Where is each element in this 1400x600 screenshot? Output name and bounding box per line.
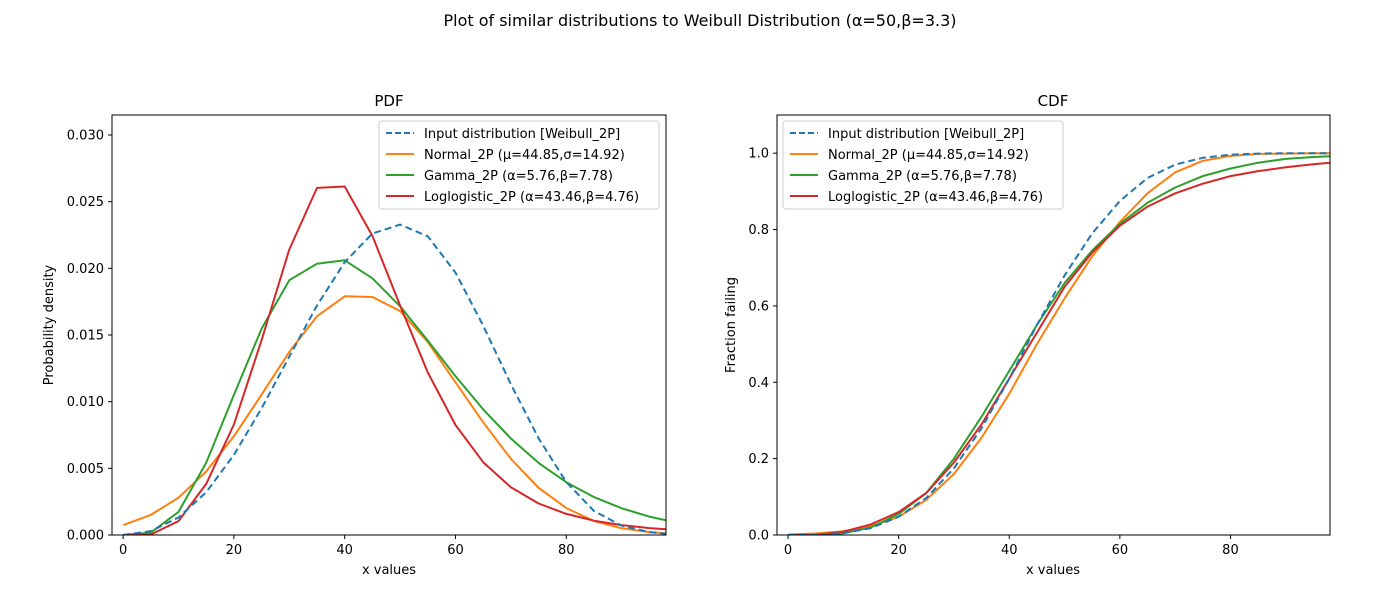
cdf-ytick-label: 1.0 xyxy=(748,147,769,162)
cdf-ylabel: Fraction failing xyxy=(724,277,739,373)
cdf-legend: Input distribution [Weibull_2P] Normal_2… xyxy=(782,120,1064,210)
cdf-xtick-label: 60 xyxy=(1112,543,1129,558)
cdf-legend-label-2: Gamma_2P (α=5.76,β=7.78) xyxy=(828,169,1017,184)
cdf-axes: CDF x values Fraction failing 0 20 40 60 800… xyxy=(724,92,1331,578)
pdf-series-line-1 xyxy=(122,295,666,535)
cdf-ytick-label: 0.2 xyxy=(748,452,769,467)
cdf-ytick-label: 0.0 xyxy=(748,529,769,544)
pdf-ytick-label: 0.010 xyxy=(67,395,104,410)
cdf-ticks: 0 20 40 60 80 0.0 0.2 0.4 0.6 0.8 1.0 xyxy=(748,147,1238,558)
pdf-series-line-3 xyxy=(123,185,666,535)
cdf-xtick-label: 80 xyxy=(1222,543,1239,558)
cdf-legend-label-1: Normal_2P (μ=44.85,σ=14.92) xyxy=(828,148,1029,163)
cdf-ytick-label: 0.6 xyxy=(748,299,769,314)
pdf-xtick-label: 40 xyxy=(336,543,353,558)
cdf-lines xyxy=(788,152,1330,535)
cdf-xtick-label: 40 xyxy=(1001,543,1018,558)
pdf-ytick-label: 0.015 xyxy=(67,329,104,344)
cdf-legend-label-0: Input distribution [Weibull_2P] xyxy=(828,127,1024,142)
cdf-series-line-2 xyxy=(788,155,1330,535)
cdf-title: CDF xyxy=(1038,92,1069,110)
pdf-ytick-label: 0.000 xyxy=(67,529,104,544)
cdf-xtick-label: 0 xyxy=(784,543,792,558)
pdf-ytick-label: 0.030 xyxy=(67,129,104,144)
pdf-legend-label-2: Gamma_2P (α=5.76,β=7.78) xyxy=(424,169,613,184)
pdf-xtick-label: 60 xyxy=(447,543,464,558)
pdf-axes: PDF x values Probability density 0 20 40 60… xyxy=(42,92,667,578)
pdf-legend-label-0: Input distribution [Weibull_2P] xyxy=(424,127,620,142)
pdf-ytick-label: 0.025 xyxy=(67,195,104,210)
pdf-legend: Input distribution [Weibull_2P] Normal_2… xyxy=(378,120,660,210)
pdf-ticks: 0 20 40 60 80 0.000 0.005 0.010 0.015 0.020 0.025 0… xyxy=(67,129,575,559)
pdf-legend-box xyxy=(378,120,660,210)
cdf-xtick-label: 20 xyxy=(890,543,907,558)
cdf-ytick-label: 0.4 xyxy=(748,376,769,391)
pdf-series-line-0 xyxy=(122,223,666,535)
cdf-legend-box xyxy=(782,120,1064,210)
figure-suptitle: Plot of similar distributions to Weibull… xyxy=(443,11,956,30)
pdf-lines xyxy=(122,185,666,535)
pdf-xlabel: x values xyxy=(362,563,416,578)
pdf-xtick-label: 0 xyxy=(119,543,127,558)
pdf-ylabel: Probability density xyxy=(42,264,57,385)
pdf-xtick-label: 20 xyxy=(226,543,243,558)
pdf-legend-label-3: Loglogistic_2P (α=43.46,β=4.76) xyxy=(424,190,639,205)
pdf-ytick-label: 0.020 xyxy=(67,262,104,277)
pdf-ytick-label: 0.005 xyxy=(67,462,104,477)
pdf-xtick-label: 80 xyxy=(558,543,575,558)
pdf-plot-frame xyxy=(111,114,667,536)
cdf-ytick-label: 0.8 xyxy=(748,223,769,238)
cdf-series-line-3 xyxy=(788,161,1330,535)
cdf-legend-label-3: Loglogistic_2P (α=43.46,β=4.76) xyxy=(828,190,1043,205)
cdf-series-line-0 xyxy=(788,152,1330,535)
pdf-title: PDF xyxy=(374,92,403,110)
cdf-xlabel: x values xyxy=(1026,563,1080,578)
pdf-legend-label-1: Normal_2P (μ=44.85,σ=14.92) xyxy=(424,148,625,163)
cdf-plot-frame xyxy=(776,114,1331,536)
cdf-series-line-1 xyxy=(788,152,1330,535)
